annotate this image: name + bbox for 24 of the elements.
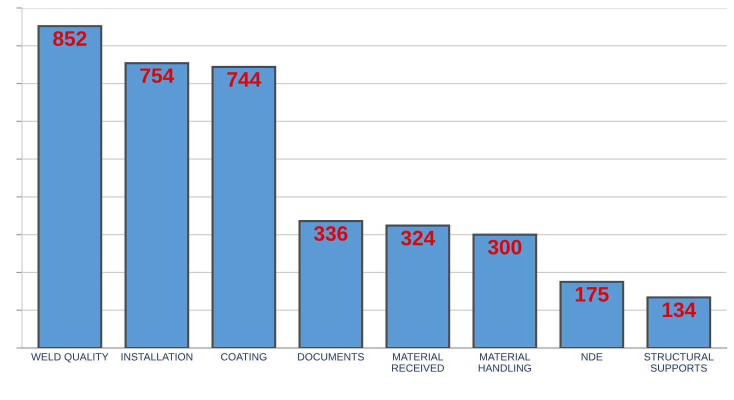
bar — [385, 224, 450, 348]
x-tick-label: COATING — [221, 353, 266, 361]
data-label: 852 — [53, 31, 86, 46]
x-tick-label: INSTALLATION — [122, 353, 192, 361]
data-label: 300 — [488, 240, 522, 255]
bar — [124, 62, 190, 348]
x-tick-label: DOCUMENTS — [298, 353, 364, 361]
data-label: 134 — [662, 302, 696, 318]
x-tick-label: MATERIAL RECEIVED — [392, 353, 444, 372]
x-tick-label: STRUCTURAL SUPPORTS — [644, 353, 714, 372]
data-label: 336 — [314, 226, 348, 241]
bar — [298, 220, 364, 348]
bar — [38, 25, 102, 348]
data-label: 175 — [576, 287, 609, 302]
data-label: 744 — [227, 72, 262, 87]
data-label: 324 — [400, 230, 436, 246]
data-label: 754 — [140, 68, 174, 83]
bar — [211, 66, 276, 348]
x-tick-label: WELD QUALITY — [31, 353, 108, 362]
x-tick-label: MATERIAL HANDLING — [478, 353, 531, 372]
bar — [646, 296, 712, 348]
x-tick-label: NDE — [582, 353, 602, 360]
bar — [472, 234, 538, 348]
bar — [559, 280, 624, 348]
